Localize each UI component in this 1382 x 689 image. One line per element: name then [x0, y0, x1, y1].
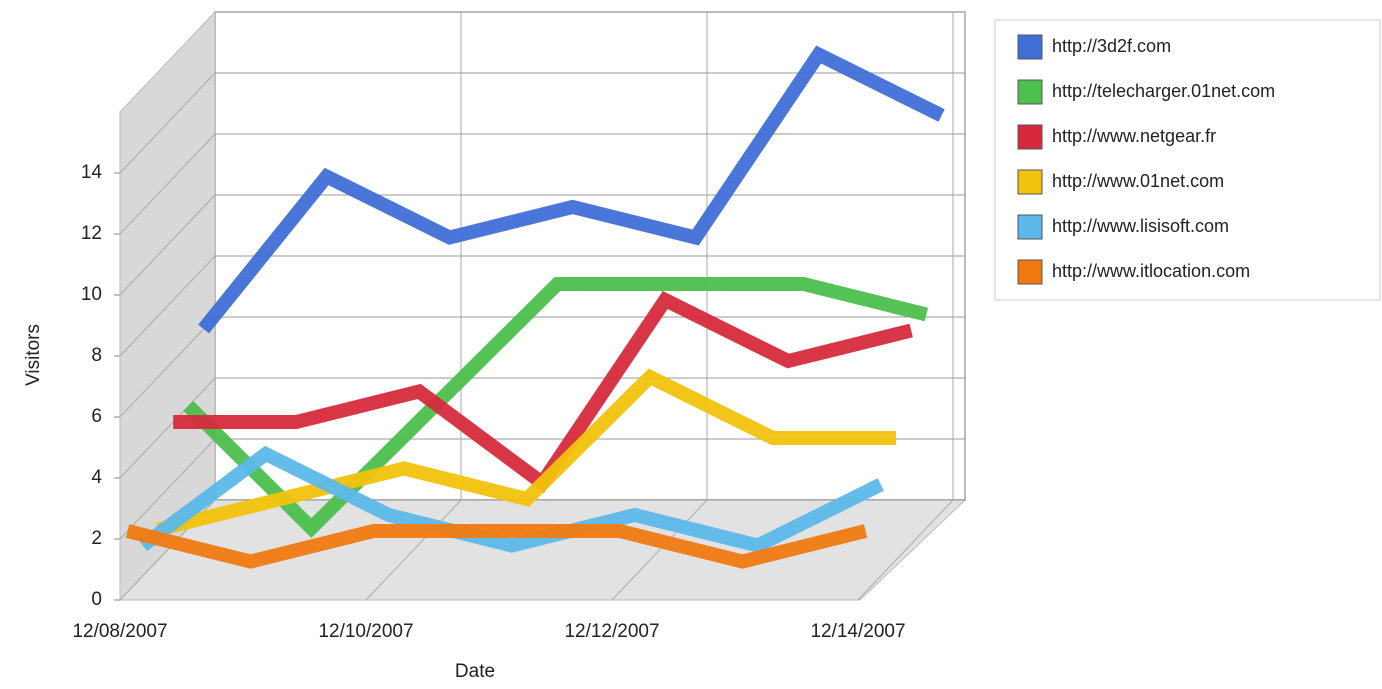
legend-label: http://www.netgear.fr	[1052, 126, 1216, 146]
legend-label: http://telecharger.01net.com	[1052, 81, 1275, 101]
legend-swatch	[1017, 34, 1043, 60]
series-line	[156, 368, 896, 537]
legend-label: http://www.01net.com	[1052, 171, 1224, 191]
grid-line	[119, 377, 216, 479]
legend-swatch	[1017, 79, 1043, 105]
y-tick-label: 4	[91, 467, 102, 488]
legend-label: http://www.itlocation.com	[1052, 261, 1250, 281]
grid-line	[119, 438, 216, 540]
y-tick-label: 2	[91, 528, 102, 549]
y-axis-label: Visitors	[23, 324, 44, 386]
legend-swatch	[1017, 259, 1043, 285]
series-line	[138, 445, 884, 553]
x-tick-label: 12/12/2007	[564, 621, 659, 642]
grid-line	[119, 255, 216, 357]
series-line	[183, 277, 929, 538]
y-tick-label: 8	[91, 345, 102, 366]
grid-line	[611, 499, 708, 601]
y-tick-label: 10	[81, 284, 102, 305]
x-tick-label: 12/08/2007	[72, 621, 167, 642]
grid-line	[119, 194, 216, 296]
series-line	[125, 524, 868, 569]
y-tick-label: 6	[91, 406, 102, 427]
legend-swatch	[1017, 169, 1043, 195]
legend-label: http://3d2f.com	[1052, 36, 1171, 56]
y-tick-label: 12	[81, 223, 102, 244]
x-tick-label: 12/10/2007	[318, 621, 413, 642]
grid-line	[119, 316, 216, 418]
legend-swatch	[1017, 214, 1043, 240]
y-tick-label: 0	[91, 589, 102, 610]
legend	[994, 19, 1381, 301]
grid-line	[857, 499, 954, 601]
floor	[118, 499, 967, 601]
x-tick-label: 12/14/2007	[810, 621, 905, 642]
x-axis-label: Date	[455, 661, 495, 682]
series-line	[198, 45, 945, 334]
y-tick-label: 14	[81, 162, 103, 183]
legend-label: http://www.lisisoft.com	[1052, 216, 1229, 236]
grid-line	[119, 72, 216, 174]
legend-swatch	[1017, 124, 1043, 150]
grid-line	[119, 133, 216, 235]
grid-line	[365, 499, 462, 601]
